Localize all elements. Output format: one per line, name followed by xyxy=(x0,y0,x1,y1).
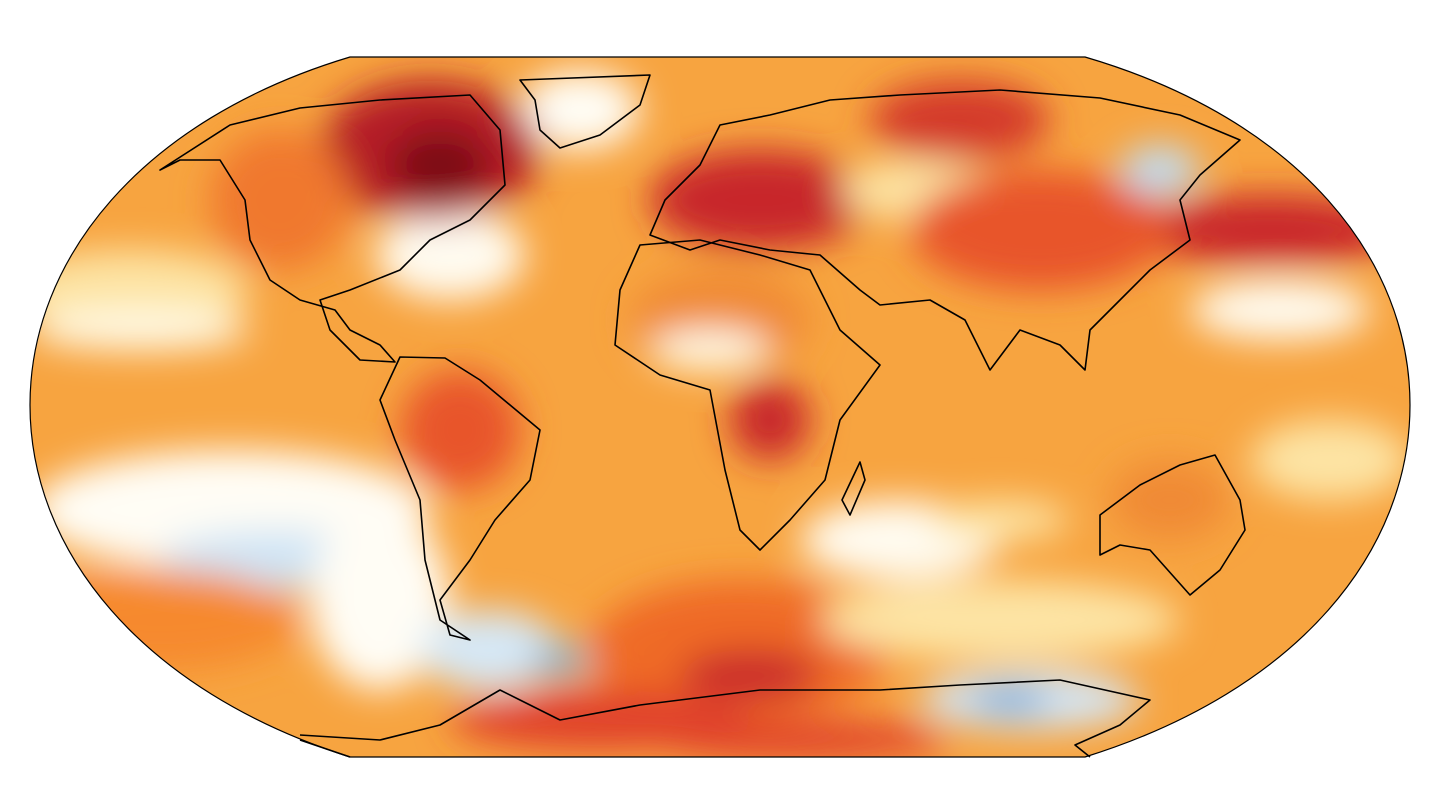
eurasia xyxy=(649,89,1241,371)
greenland xyxy=(519,74,651,149)
map-border xyxy=(29,56,1411,758)
coastlines xyxy=(29,56,1411,758)
south-america xyxy=(379,356,541,641)
australia xyxy=(1099,454,1246,596)
madagascar xyxy=(841,461,866,516)
north-america xyxy=(159,94,506,363)
africa xyxy=(614,239,881,551)
anomaly-blobs xyxy=(30,70,1410,757)
